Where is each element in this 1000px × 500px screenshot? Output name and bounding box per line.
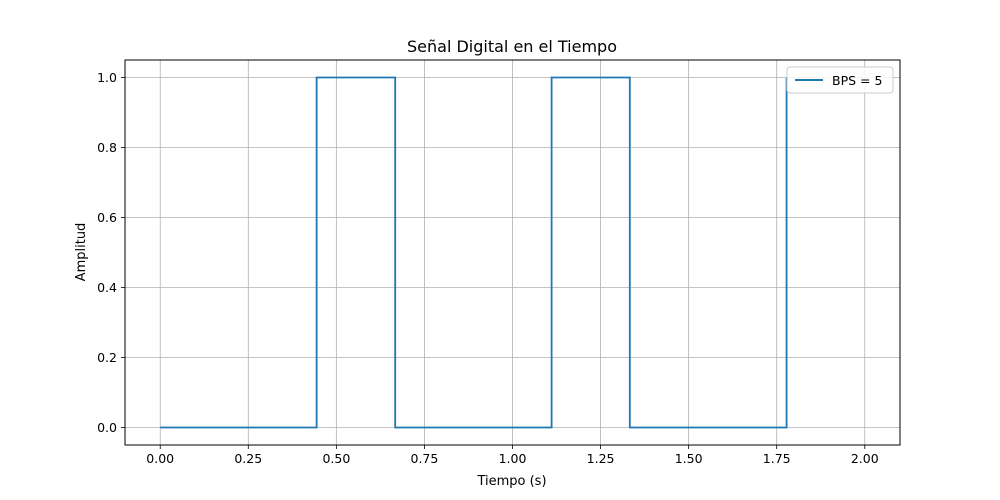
- x-tick-label: 1.25: [587, 451, 615, 466]
- x-tick-label: 0.75: [411, 451, 439, 466]
- y-tick-label: 0.2: [97, 350, 117, 365]
- y-tick-label: 1.0: [97, 70, 117, 85]
- x-tick-label: 2.00: [851, 451, 879, 466]
- y-tick-label: 0.8: [97, 140, 117, 155]
- x-axis-ticks: 0.00 0.25 0.50 0.75 1.00 1.25 1.50 1.75 2.00: [146, 445, 879, 466]
- series-layer: [160, 76, 788, 429]
- y-tick-label: 0.0: [97, 420, 117, 435]
- x-tick-label: 0.50: [322, 451, 350, 466]
- x-axis-label: Tiempo (s): [476, 474, 546, 489]
- y-axis-label: Amplitud: [74, 223, 89, 282]
- chart-title: Señal Digital en el Tiempo: [407, 37, 617, 56]
- legend-box: [786, 66, 894, 94]
- x-tick-label: 1.00: [499, 451, 527, 466]
- y-tick-label: 0.6: [97, 210, 117, 225]
- x-tick-label: 0.25: [234, 451, 262, 466]
- y-axis-ticks: 0.0 0.2 0.4 0.6 0.8 1.0: [97, 70, 125, 435]
- legend: BPS = 5: [786, 66, 894, 94]
- x-tick-label: 1.50: [675, 451, 703, 466]
- legend-entry-label: BPS = 5: [832, 73, 882, 88]
- y-tick-label: 0.4: [97, 280, 117, 295]
- series-line: [160, 76, 788, 429]
- x-tick-label: 1.75: [763, 451, 791, 466]
- x-tick-label: 0.00: [146, 451, 174, 466]
